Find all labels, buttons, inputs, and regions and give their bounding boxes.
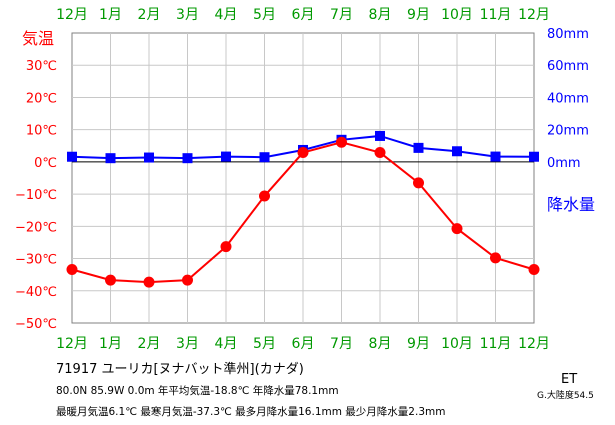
month-label-bottom: 4月 <box>215 336 238 352</box>
month-label-top: 12月 <box>56 7 88 23</box>
month-label-top: 1月 <box>99 7 122 23</box>
climate-classification: ET <box>561 372 578 387</box>
annual-stats: 80.0N 85.9W 0.0m 年平均気温-18.8℃ 年降水量78.1mm <box>56 385 339 397</box>
month-label-bottom: 10月 <box>441 336 473 352</box>
station-name: 71917 ユーリカ[ヌナバット準州](カナダ) <box>56 362 304 377</box>
temp-point <box>66 264 78 276</box>
month-label-bottom: 12月 <box>518 336 550 352</box>
temp-point <box>490 252 501 264</box>
precip-point <box>221 151 231 162</box>
temp-point <box>105 274 116 286</box>
month-label-bottom: 2月 <box>138 336 161 352</box>
precip-point <box>375 130 385 141</box>
month-label-top: 9月 <box>407 7 430 23</box>
month-label-top: 12月 <box>518 7 550 23</box>
precip-point <box>529 151 539 162</box>
month-label-bottom: 8月 <box>369 336 392 352</box>
temp-point <box>451 223 463 235</box>
month-label-bottom: 3月 <box>176 336 199 352</box>
month-label-top: 2月 <box>138 7 161 23</box>
month-label-bottom: 9月 <box>407 336 430 352</box>
temp-tick-label: 30℃ <box>26 59 57 74</box>
precip-point <box>144 152 154 163</box>
temp-point <box>297 147 309 159</box>
temp-point <box>413 177 424 189</box>
temp-tick-label: −10℃ <box>15 188 57 203</box>
month-label-bottom: 12月 <box>56 336 88 352</box>
precip-point <box>182 153 193 164</box>
precip-point <box>490 151 501 162</box>
month-label-bottom: 1月 <box>99 336 122 352</box>
month-label-bottom: 6月 <box>292 336 315 352</box>
month-label-top: 10月 <box>441 7 473 23</box>
precip-tick-label: 40mm <box>547 91 589 106</box>
precip-tick-label: 80mm <box>547 27 589 42</box>
temp-tick-label: −50℃ <box>15 317 57 332</box>
temp-point <box>182 274 193 286</box>
temp-tick-label: 20℃ <box>26 91 57 106</box>
month-label-top: 4月 <box>215 7 238 23</box>
temp-point <box>374 147 386 159</box>
month-label-top: 7月 <box>330 7 353 23</box>
month-label-top: 6月 <box>292 7 315 23</box>
precip-point <box>259 152 270 163</box>
temp-tick-label: −30℃ <box>15 253 57 268</box>
monthly-extremes: 最暖月気温6.1℃ 最寒月気温-37.3℃ 最多月降水量16.1mm 最少月降水… <box>56 406 446 418</box>
precip-tick-label: 20mm <box>547 124 589 139</box>
precip-tick-label: 0mm <box>547 156 581 171</box>
temp-point <box>528 264 540 276</box>
temp-tick-label: 0℃ <box>34 156 57 171</box>
temp-point <box>143 276 155 288</box>
temp-point <box>220 241 232 253</box>
month-label-bottom: 11月 <box>480 336 512 352</box>
month-label-top: 3月 <box>176 7 199 23</box>
temp-axis-title: 気温 <box>22 29 54 48</box>
month-label-bottom: 5月 <box>253 336 276 352</box>
temp-point <box>259 190 270 202</box>
precip-point <box>105 153 116 164</box>
temp-tick-label: 10℃ <box>26 124 57 139</box>
month-label-top: 5月 <box>253 7 276 23</box>
precip-point <box>67 151 77 162</box>
month-label-top: 11月 <box>480 7 512 23</box>
precip-point <box>452 146 462 157</box>
precip-axis-title: 降水量 <box>547 195 595 214</box>
month-label-top: 8月 <box>369 7 392 23</box>
temp-point <box>336 136 347 148</box>
temp-tick-label: −40℃ <box>15 285 57 300</box>
month-label-bottom: 7月 <box>330 336 353 352</box>
precip-tick-label: 60mm <box>547 59 589 74</box>
temp-tick-label: −20℃ <box>15 220 57 235</box>
precip-point <box>413 142 424 153</box>
continentality-index: G.大陸度54.5 <box>537 391 594 401</box>
